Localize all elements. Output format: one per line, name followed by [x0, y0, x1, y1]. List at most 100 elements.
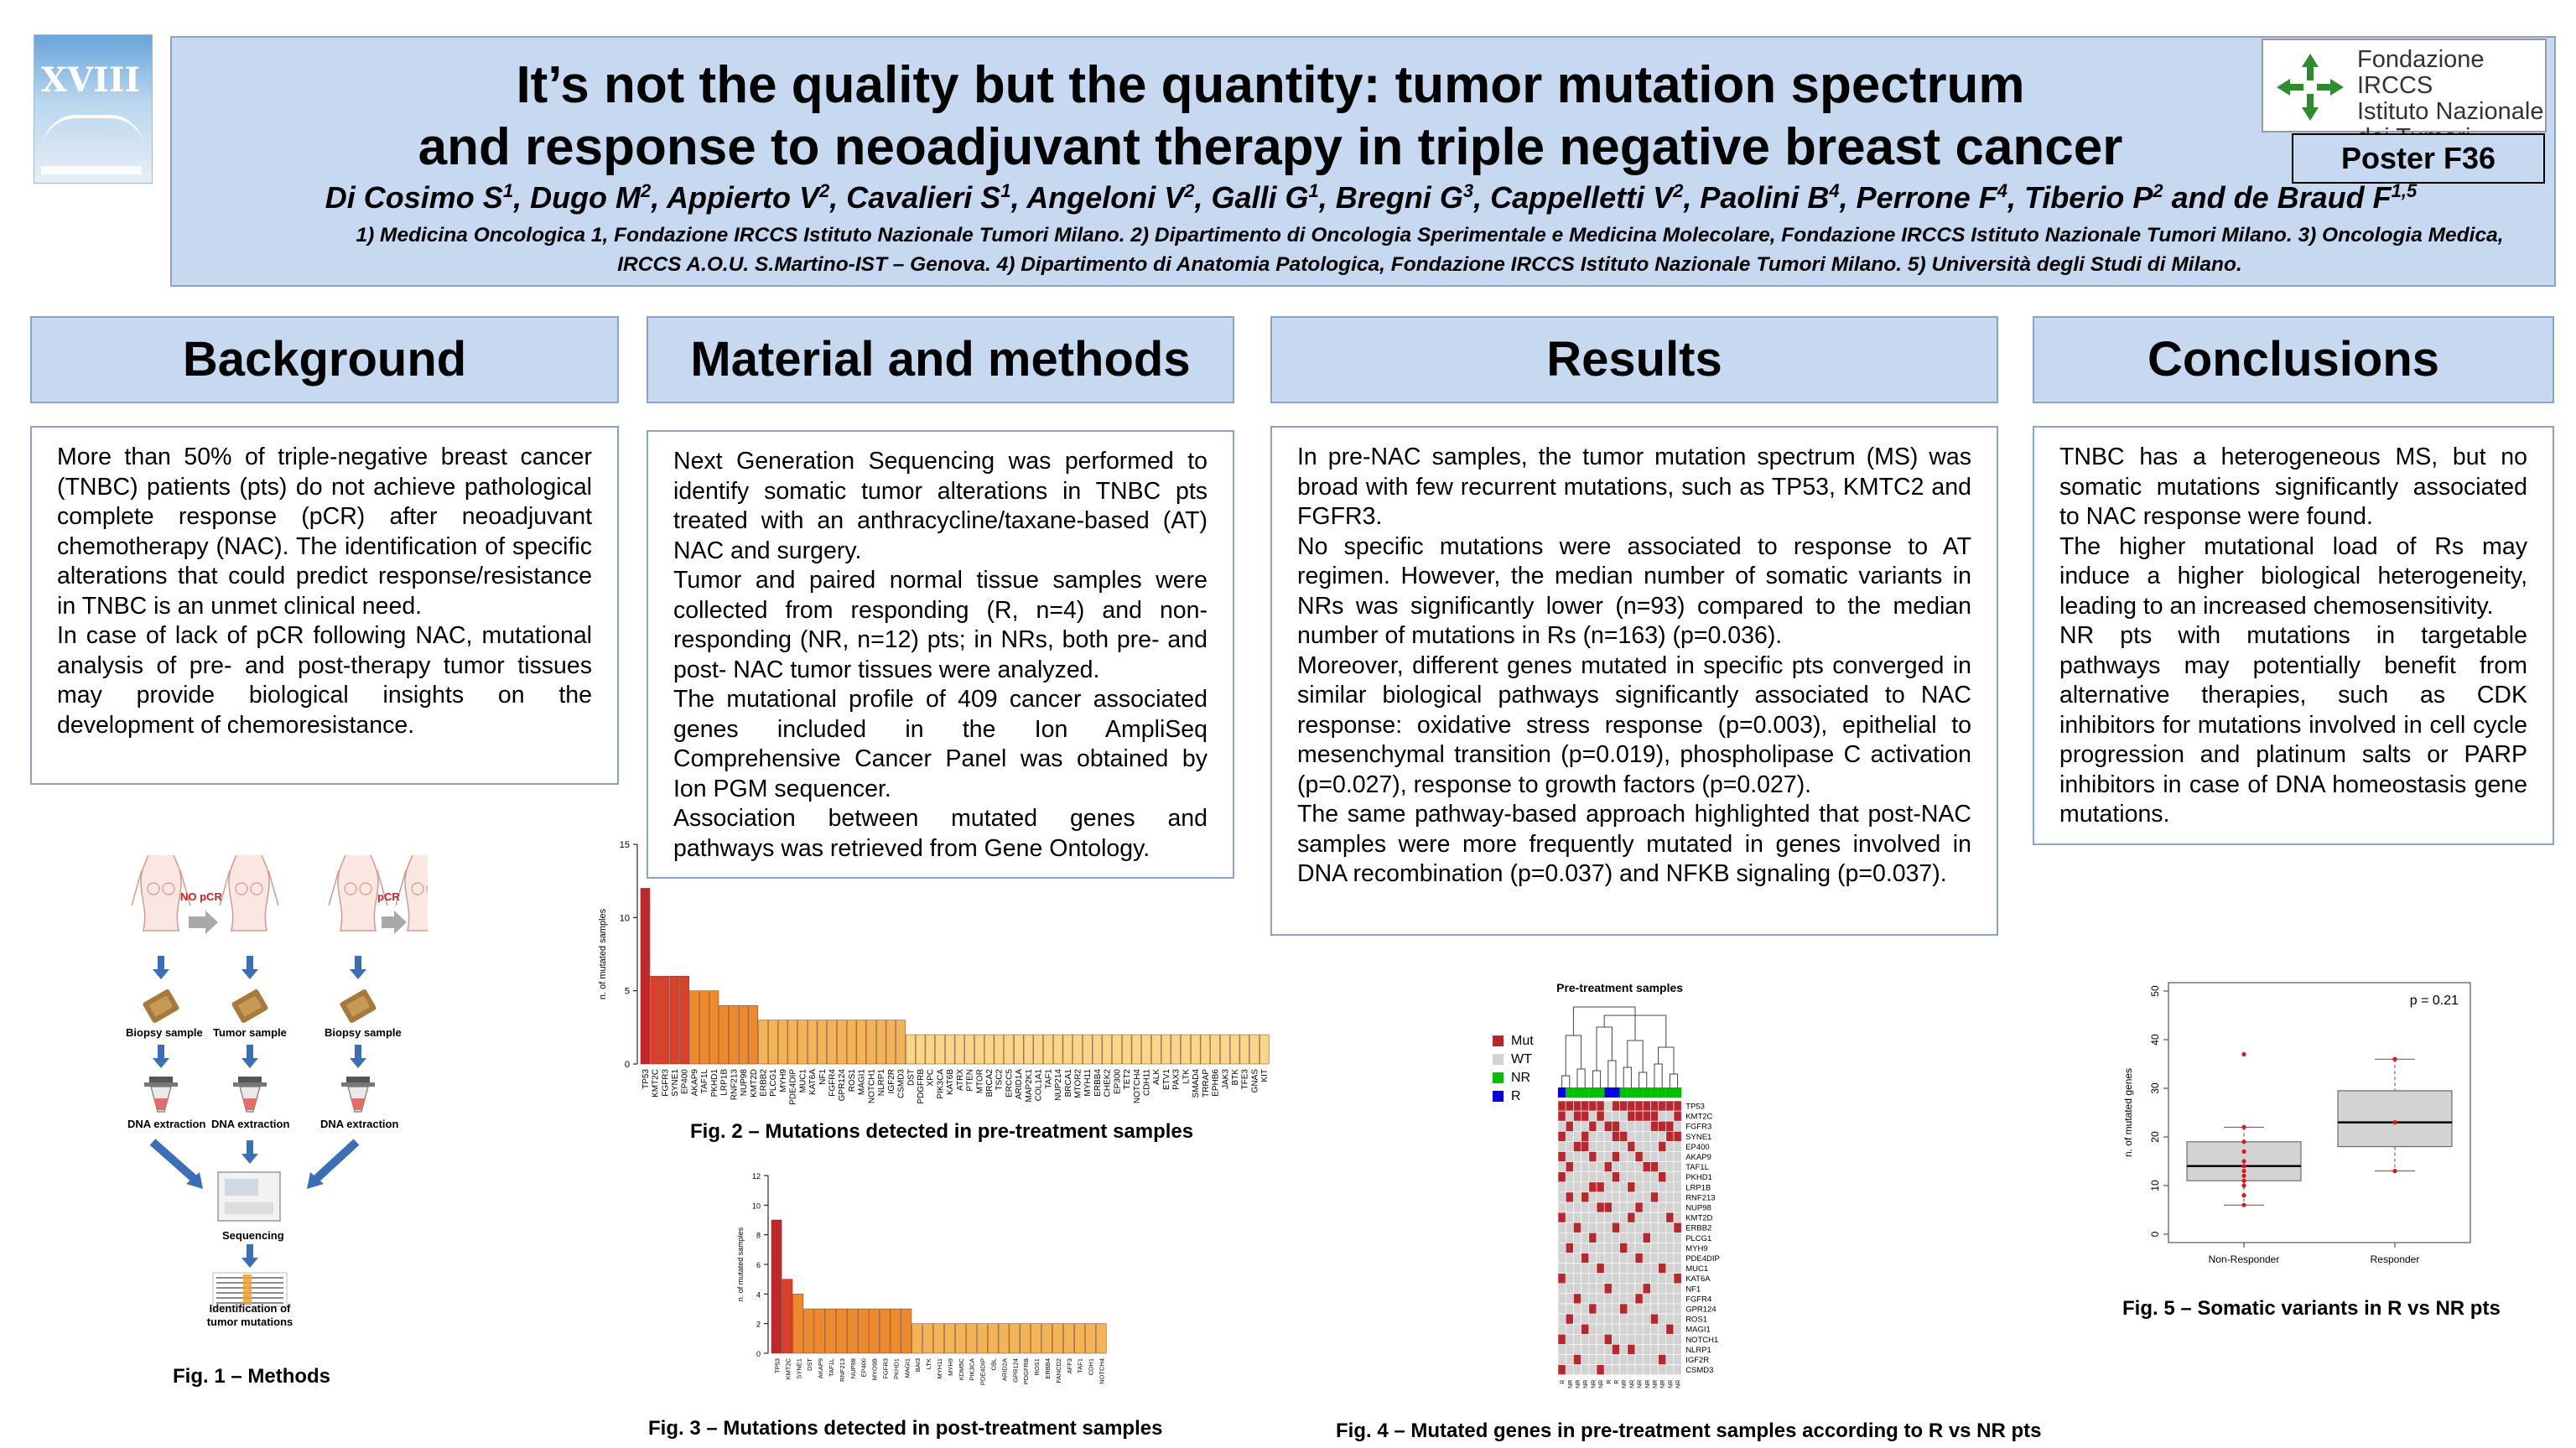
heatmap-cell [1627, 1171, 1636, 1183]
x-tick-label: ALK [1152, 1069, 1161, 1085]
legend-swatch [1493, 1035, 1504, 1046]
heatmap-cell [1596, 1273, 1605, 1285]
heatmap-cell [1642, 1263, 1651, 1274]
legend-label: R [1511, 1089, 1521, 1103]
heatmap-cell [1596, 1364, 1605, 1376]
heatmap-cell [1642, 1344, 1651, 1355]
x-tick-label: SYNE1 [795, 1358, 802, 1379]
heatmap-cell [1658, 1161, 1667, 1173]
heatmap-cell [1634, 1303, 1644, 1315]
sample-label: NR [1599, 1380, 1605, 1388]
heatmap-cell [1665, 1263, 1675, 1274]
heatmap-cell [1612, 1141, 1620, 1152]
heatmap-cell [1619, 1110, 1628, 1122]
bar [915, 1034, 926, 1065]
heatmap-cell [1650, 1131, 1659, 1142]
heatmap-cell [1565, 1181, 1574, 1193]
bar [976, 1323, 988, 1354]
heatmap-cell [1603, 1273, 1613, 1285]
heatmap-cell [1650, 1232, 1659, 1243]
heatmap-cell [1650, 1181, 1659, 1193]
bar [1023, 1034, 1034, 1065]
x-tick-label: JAK3 [1221, 1069, 1230, 1089]
x-tick-label: MYO9B [871, 1358, 879, 1380]
heatmap-cell [1658, 1110, 1667, 1122]
x-tick-label: ROS1 [848, 1069, 857, 1092]
heatmap-cell [1658, 1243, 1667, 1253]
x-tick-label: GPR124 [838, 1069, 847, 1102]
bar [890, 1308, 901, 1354]
institute-arrows-icon [2277, 54, 2344, 121]
heatmap-cell [1557, 1171, 1566, 1183]
heatmap-cell [1642, 1303, 1651, 1315]
methods-heading: Material and methods [647, 316, 1234, 403]
x-tick-label: ERCC5 [1005, 1069, 1014, 1098]
heatmap-cell [1642, 1293, 1651, 1305]
bar [987, 1323, 999, 1354]
heatmap-cell [1573, 1110, 1581, 1122]
heatmap-cell [1612, 1243, 1620, 1253]
sample-label: NR [1576, 1380, 1581, 1388]
heatmap-cell [1627, 1120, 1636, 1132]
bar [1033, 1034, 1043, 1065]
bar [925, 1034, 936, 1065]
heatmap-cell [1658, 1100, 1667, 1112]
heatmap-cell [1634, 1100, 1644, 1112]
heatmap-cell [1673, 1253, 1682, 1264]
heatmap-cell [1603, 1151, 1613, 1162]
x-tick-label: DST [906, 1069, 916, 1086]
heatmap-cell [1581, 1131, 1590, 1142]
y-tick-label: 40 [2149, 1034, 2161, 1046]
heatmap-cell [1603, 1253, 1613, 1264]
heatmap-cell [1634, 1151, 1644, 1162]
heatmap-cell [1634, 1232, 1644, 1243]
heatmap-cell [1603, 1191, 1613, 1203]
heatmap-cell [1650, 1222, 1659, 1233]
heatmap-cell [1619, 1232, 1628, 1243]
heatmap-cell [1588, 1131, 1597, 1142]
x-tick-label: NOTCH4 [1098, 1358, 1106, 1384]
heatmap-cell [1627, 1364, 1636, 1376]
heatmap-cell [1634, 1191, 1644, 1203]
heatmap-cell [1673, 1151, 1682, 1162]
heatmap-cell [1619, 1131, 1628, 1142]
heatmap-cell [1557, 1263, 1566, 1274]
data-point [2392, 1120, 2397, 1125]
heatmap-cell [1565, 1232, 1574, 1243]
heatmap-cell [1573, 1323, 1581, 1335]
heatmap-cell [1658, 1201, 1667, 1213]
tissue-sample-icon [142, 988, 180, 1025]
heatmap-cell [1581, 1303, 1590, 1315]
data-point [2241, 1193, 2246, 1198]
biopsy-sample-label: Biopsy sample [126, 1026, 203, 1039]
heatmap-cell [1650, 1141, 1659, 1152]
bar [1181, 1034, 1191, 1065]
heatmap-cell [1619, 1100, 1628, 1112]
dna-tube-icon [232, 1076, 267, 1113]
heatmap-cell [1665, 1273, 1675, 1285]
heatmap-cell [1634, 1222, 1644, 1233]
heatmap-cell [1557, 1232, 1566, 1243]
heatmap-cell [1619, 1243, 1628, 1253]
heatmap-cell [1581, 1364, 1590, 1376]
heatmap-cell [1673, 1110, 1682, 1122]
heatmap-cell [1627, 1354, 1636, 1365]
heatmap-cell [1573, 1232, 1581, 1243]
plot-frame [2168, 982, 2471, 1243]
heatmap-cell [1573, 1283, 1581, 1295]
heatmap-cell [1557, 1161, 1566, 1173]
heatmap-cell [1650, 1313, 1659, 1325]
bar [901, 1308, 912, 1354]
heatmap-cell [1596, 1110, 1605, 1122]
heatmap-cell [1642, 1171, 1651, 1183]
x-tick-label: CDH1 [1088, 1358, 1095, 1375]
bar [777, 1020, 788, 1065]
heatmap-cell [1612, 1201, 1620, 1213]
bar [974, 1034, 984, 1065]
fig3-caption: Fig. 3 – Mutations detected in post-trea… [648, 1417, 1163, 1440]
heatmap-cell [1619, 1354, 1628, 1365]
heatmap-cell [1650, 1191, 1659, 1203]
heatmap-cell [1658, 1313, 1667, 1325]
sample-label: NR [1653, 1380, 1659, 1388]
bar [944, 1323, 955, 1354]
